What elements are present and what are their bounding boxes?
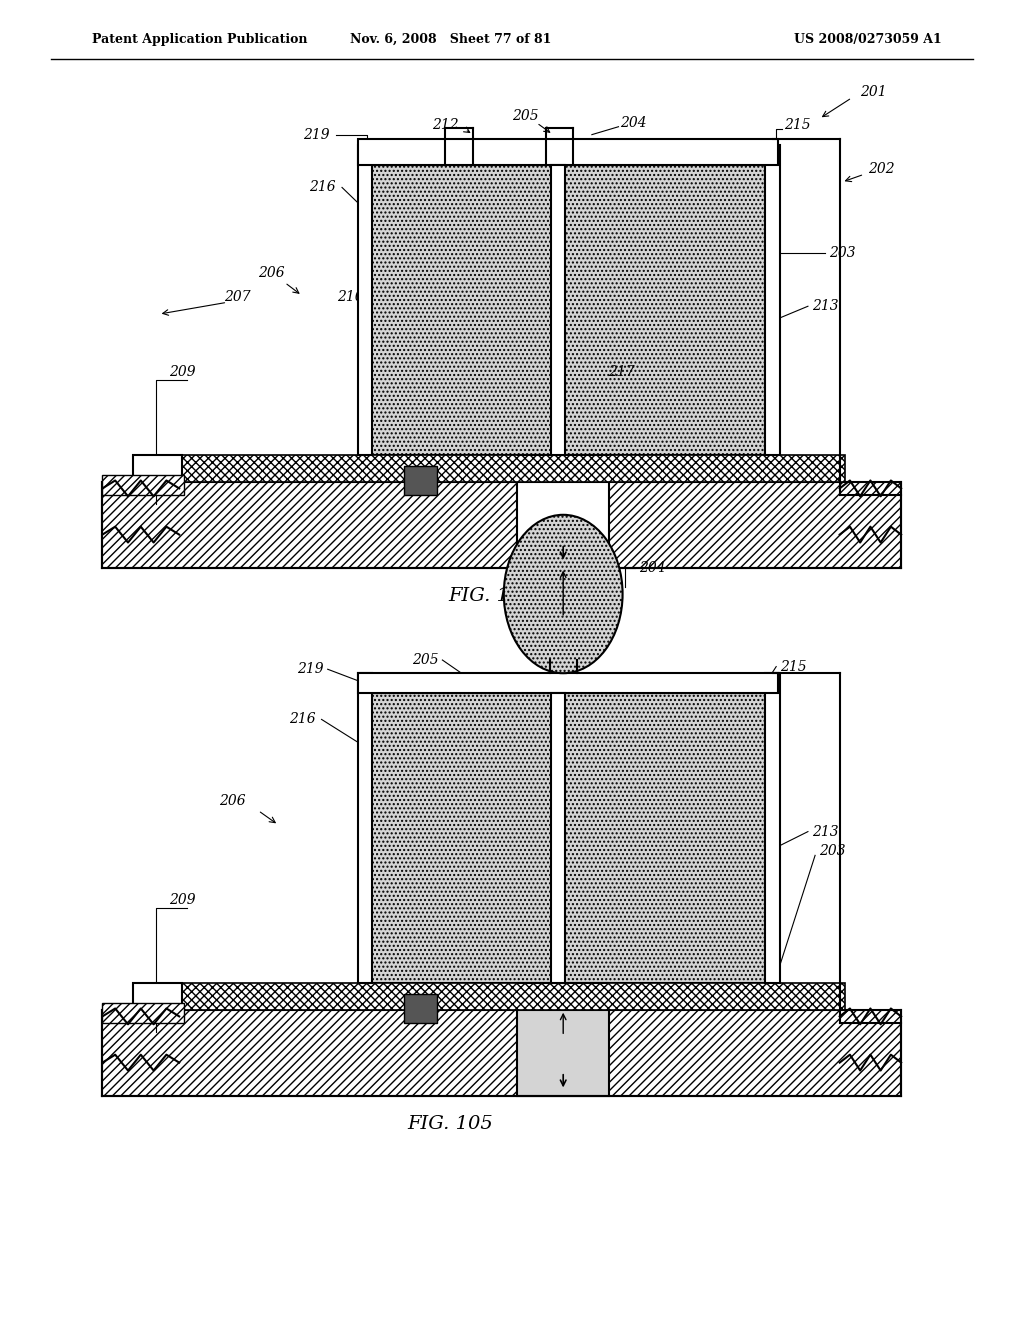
Text: 219: 219: [303, 128, 330, 141]
Text: FIG. 105: FIG. 105: [408, 1115, 494, 1134]
Text: 212: 212: [432, 119, 459, 132]
Bar: [358, 673, 372, 983]
Text: 205: 205: [512, 110, 539, 123]
Text: 216: 216: [309, 181, 336, 194]
Text: 209: 209: [169, 366, 196, 379]
Bar: [102, 1003, 184, 1023]
Bar: [765, 145, 780, 455]
Bar: [179, 455, 845, 482]
Bar: [358, 139, 778, 165]
Text: US 2008/0273059 A1: US 2008/0273059 A1: [795, 33, 942, 46]
Bar: [765, 673, 780, 983]
Bar: [133, 983, 182, 1016]
Bar: [551, 165, 565, 455]
Bar: [133, 455, 182, 488]
Text: 204: 204: [621, 116, 647, 129]
Text: 203: 203: [829, 247, 856, 260]
Text: 213: 213: [812, 825, 839, 838]
Text: 206: 206: [258, 267, 285, 280]
Text: 219: 219: [297, 663, 324, 676]
Bar: [517, 1010, 609, 1096]
Bar: [179, 983, 845, 1010]
Bar: [102, 475, 184, 495]
Text: 203: 203: [819, 845, 846, 858]
Bar: [364, 165, 773, 455]
Text: 202: 202: [868, 162, 895, 176]
Ellipse shape: [504, 515, 623, 673]
Text: 206: 206: [219, 795, 246, 808]
Bar: [404, 994, 437, 1023]
Bar: [358, 145, 372, 455]
Text: FIG. 104: FIG. 104: [449, 587, 535, 606]
Text: 209: 209: [169, 894, 196, 907]
Text: Patent Application Publication: Patent Application Publication: [92, 33, 307, 46]
Text: 210: 210: [337, 290, 364, 304]
Bar: [358, 673, 778, 693]
Text: 215: 215: [780, 660, 807, 673]
Text: 215: 215: [784, 119, 811, 132]
Bar: [517, 482, 609, 568]
Bar: [404, 466, 437, 495]
Text: 216: 216: [289, 713, 315, 726]
Text: 217: 217: [608, 366, 635, 379]
Text: 201: 201: [860, 86, 887, 99]
Bar: [102, 482, 901, 568]
Text: 205: 205: [412, 653, 438, 667]
Bar: [551, 693, 565, 983]
Text: 213: 213: [812, 300, 839, 313]
Text: 204: 204: [639, 561, 666, 574]
Text: Nov. 6, 2008   Sheet 77 of 81: Nov. 6, 2008 Sheet 77 of 81: [350, 33, 551, 46]
Text: 207: 207: [224, 290, 251, 304]
Bar: [364, 693, 773, 983]
Bar: [102, 1010, 901, 1096]
